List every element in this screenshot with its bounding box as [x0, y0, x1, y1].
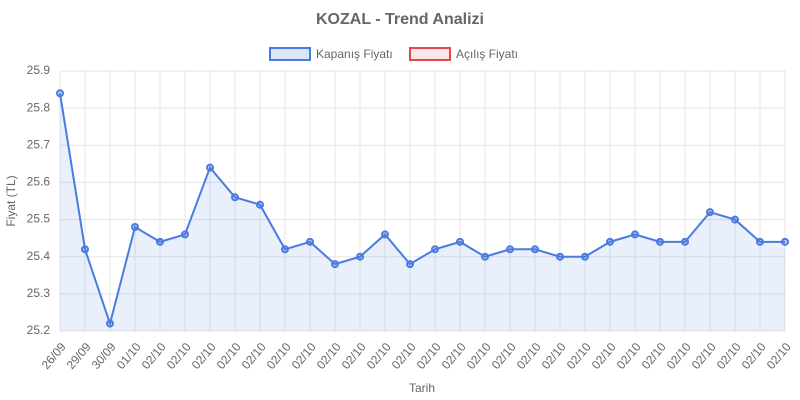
- x-tick-label: 02/10: [589, 340, 619, 372]
- x-tick-label: 02/10: [439, 340, 469, 372]
- x-tick-label: 02/10: [289, 340, 319, 372]
- x-tick-label: 02/10: [739, 340, 769, 372]
- point: [781, 237, 789, 246]
- point: [556, 252, 564, 261]
- y-tick-label: 25.9: [27, 63, 51, 77]
- chart-title: KOZAL - Trend Analizi: [316, 11, 484, 28]
- y-tick-label: 25.6: [27, 175, 51, 189]
- y-tick-label: 25.2: [27, 323, 51, 337]
- point: [181, 230, 189, 239]
- point: [406, 260, 414, 269]
- point: [381, 230, 389, 239]
- x-tick-label: 01/10: [114, 340, 144, 372]
- point: [656, 237, 664, 246]
- y-tick-label: 25.5: [27, 212, 51, 226]
- point: [631, 230, 639, 239]
- x-tick-label: 02/10: [139, 340, 169, 372]
- point: [231, 193, 239, 202]
- x-tick-label: 02/10: [314, 340, 344, 372]
- point: [106, 319, 114, 328]
- x-tick-label: 02/10: [189, 340, 219, 372]
- x-tick-label: 02/10: [639, 340, 669, 372]
- y-axis-label: Fiyat (TL): [4, 175, 18, 226]
- x-tick-label: 02/10: [264, 340, 294, 372]
- y-tick-label: 25.7: [27, 137, 51, 151]
- point: [331, 260, 339, 269]
- legend-label: Açılış Fiyatı: [456, 47, 518, 61]
- x-axis-label: Tarih: [409, 381, 435, 395]
- x-tick-label: 02/10: [714, 340, 744, 372]
- point: [731, 215, 739, 224]
- y-tick-label: 25.4: [27, 249, 51, 263]
- x-tick-label: 02/10: [514, 340, 544, 372]
- legend-label: Kapanış Fiyatı: [316, 47, 393, 61]
- legend-swatch: [409, 47, 451, 61]
- x-tick-label: 02/10: [664, 340, 694, 372]
- x-tick-label: 02/10: [614, 340, 644, 372]
- point: [81, 245, 89, 254]
- point: [256, 200, 264, 209]
- x-tick-label: 02/10: [489, 340, 519, 372]
- legend-swatch: [269, 47, 311, 61]
- x-tick-label: 02/10: [539, 340, 569, 372]
- y-tick-label: 25.8: [27, 100, 51, 114]
- point: [131, 223, 139, 231]
- x-tick-label: 02/10: [214, 340, 244, 372]
- point: [456, 237, 464, 246]
- x-tick-label: 02/10: [339, 340, 369, 372]
- point: [156, 237, 164, 246]
- point: [681, 237, 689, 246]
- x-tick-label: 02/10: [414, 340, 444, 372]
- x-tick-label: 26/09: [39, 340, 69, 372]
- x-tick-label: 02/10: [689, 340, 719, 372]
- point: [581, 252, 589, 261]
- line: [59, 93, 785, 328]
- point: [706, 208, 714, 217]
- y-tick-label: 25.3: [27, 286, 51, 300]
- point: [756, 237, 764, 246]
- point: [56, 89, 64, 98]
- point: [281, 245, 289, 254]
- point: [356, 252, 364, 261]
- point: [206, 163, 214, 172]
- point: [306, 237, 314, 246]
- point: [431, 245, 439, 254]
- x-tick-label: 02/10: [764, 340, 794, 372]
- x-tick-label: 02/10: [389, 340, 419, 372]
- point: [481, 252, 489, 261]
- x-tick-label: 02/10: [239, 340, 269, 372]
- x-tick-label: 02/10: [564, 340, 594, 372]
- x-tick-label: 02/10: [464, 340, 494, 372]
- x-tick-label: 29/09: [64, 340, 94, 372]
- x-tick-label: 02/10: [364, 340, 394, 372]
- point: [606, 237, 614, 246]
- point: [506, 245, 514, 254]
- point: [531, 245, 539, 254]
- x-tick-label: 02/10: [164, 340, 194, 372]
- area: [60, 93, 785, 332]
- x-tick-label: 30/09: [89, 340, 119, 372]
